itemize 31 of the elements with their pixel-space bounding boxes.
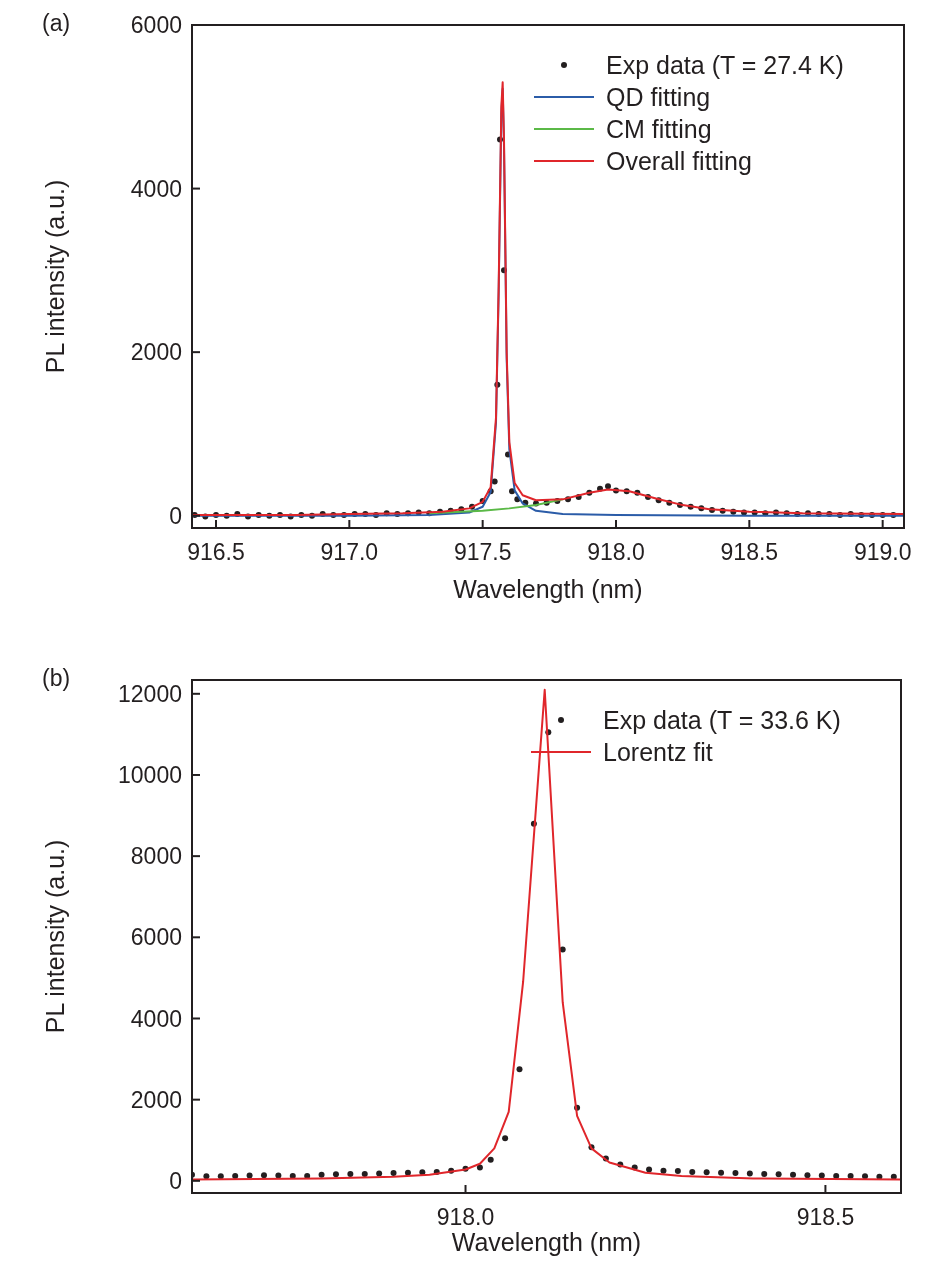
y-tick-label: 2000 [130, 339, 182, 366]
y-tick-label: 10000 [118, 762, 182, 789]
y-tick-label: 4000 [130, 1005, 182, 1032]
y-tick-label: 4000 [130, 175, 182, 202]
y-tick-label: 6000 [130, 924, 182, 951]
x-tick-label: 918.5 [796, 1204, 855, 1230]
x-tick-label: 916.5 [187, 539, 245, 565]
x-axis-title: Wavelength (nm) [451, 1228, 642, 1256]
x-tick-label: 917.0 [320, 539, 379, 565]
y-tick-label: 2000 [130, 1086, 182, 1113]
y-tick-label: 8000 [130, 843, 182, 870]
legend-label: CM fitting [606, 114, 712, 143]
y-axis-title: PL intensity (a.u.) [41, 839, 69, 1034]
legend-label: Exp data (T = 33.6 K) [603, 705, 841, 734]
x-tick-label: 918.0 [587, 539, 645, 565]
text: (b) [42, 665, 71, 691]
y-tick-label: 0 [169, 502, 182, 529]
y-tick-label: 0 [169, 1167, 182, 1194]
x-tick-label: 917.5 [453, 539, 512, 565]
y-tick-label: 12000 [118, 680, 182, 707]
legend-label: QD fitting [606, 82, 711, 111]
text: (a) [42, 10, 71, 36]
y-tick-label: 6000 [130, 12, 182, 39]
x-axis-title: Wavelength (nm) [453, 575, 643, 603]
x-tick-label: 919.0 [853, 539, 912, 565]
legend-label: Exp data (T = 27.4 K) [606, 50, 844, 79]
legend-label: Overall fitting [606, 146, 752, 175]
x-tick-label: 918.0 [436, 1204, 495, 1230]
y-axis-title: PL intensity (a.u.) [41, 179, 69, 374]
x-tick-label: 918.5 [720, 539, 779, 565]
legend-label: Lorentz fit [603, 737, 713, 766]
